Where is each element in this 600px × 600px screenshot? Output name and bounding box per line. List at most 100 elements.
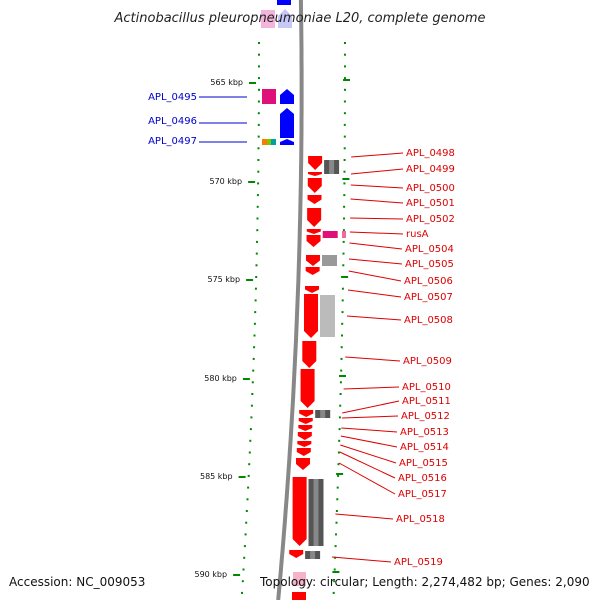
map-title: Actinobacillus pleuropneumoniae L20, com… (114, 11, 486, 26)
tick-dot (335, 533, 337, 536)
tick-dot (247, 486, 250, 489)
tick-dot (342, 252, 345, 255)
tick-dot (258, 65, 260, 68)
tick-dot (254, 287, 257, 290)
kbp-major-tick (342, 178, 350, 180)
reverse-gene-arrow (280, 108, 294, 138)
cog-block-shade (320, 410, 326, 418)
leader-line (339, 451, 396, 479)
gene-label: APL_0499 (406, 164, 455, 175)
tick-dot (342, 229, 345, 232)
gene-label: APL_0504 (405, 244, 454, 255)
forward-gene-arrow (305, 255, 320, 266)
leader-line (349, 231, 404, 235)
tick-dot (337, 474, 340, 477)
tick-dot (257, 123, 260, 126)
cog-block-shade (313, 479, 319, 546)
tick-dot (247, 474, 250, 477)
gene-label: APL_0505 (405, 259, 454, 270)
tick-dot (248, 463, 251, 466)
kbp-major-tick (238, 476, 246, 478)
faded-gene-arrow (278, 9, 292, 28)
tick-dot (340, 346, 343, 349)
kbp-major-tick (332, 571, 340, 573)
tick-dot (338, 416, 341, 419)
tick-dot (241, 580, 244, 583)
leader-line (348, 270, 402, 282)
gene-label: APL_0519 (394, 557, 443, 568)
tick-dot (339, 381, 342, 384)
tick-dot (344, 65, 346, 68)
tick-dot (343, 112, 346, 115)
forward-gene-arrow (298, 425, 313, 431)
tick-dot (252, 357, 255, 360)
tick-dot (256, 240, 258, 243)
tick-dot (343, 194, 346, 197)
cog-block (342, 231, 346, 238)
gene-label: APL_0508 (404, 315, 453, 326)
tick-dot (343, 182, 346, 185)
leader-line (350, 184, 404, 189)
tick-dot (340, 369, 343, 372)
accession-text: Accession: NC_009053 (9, 575, 145, 589)
gene-label: APL_0517 (398, 489, 447, 500)
forward-gene-arrow (297, 432, 312, 440)
faded-gene-arrow (293, 572, 306, 586)
kbp-label: 575 kbp (207, 275, 240, 284)
tick-dot (241, 591, 243, 594)
forward-gene-arrow (296, 448, 311, 456)
leader-line (341, 415, 399, 419)
tick-dot (251, 393, 254, 395)
tick-dot (253, 346, 256, 349)
gene-label: APL_0506 (404, 276, 453, 287)
tick-dot (338, 439, 341, 442)
gene-label: APL_0510 (402, 382, 451, 393)
kbp-major-tick (246, 279, 254, 281)
tick-dot (332, 591, 335, 594)
forward-gene-arrow (299, 410, 314, 417)
tick-dot (334, 556, 337, 559)
tick-dot (341, 311, 344, 314)
kbp-label: 580 kbp (204, 374, 237, 383)
leader-line (341, 427, 398, 433)
gene-label: APL_0498 (406, 148, 455, 159)
tick-dot (250, 404, 253, 407)
label-leader-lines (199, 96, 404, 563)
gene-label: APL_0496 (148, 116, 197, 127)
kbp-label: 590 kbp (194, 570, 227, 579)
tick-dot (257, 182, 260, 185)
tick-dot (257, 100, 260, 103)
forward-gene-arrow (297, 441, 312, 447)
kbp-major-tick (336, 473, 344, 475)
kbp-major-tick (233, 574, 241, 576)
tick-dot (343, 217, 345, 220)
tick-dot (343, 147, 346, 150)
gene-label: APL_0500 (406, 183, 455, 194)
tick-dot (245, 521, 248, 524)
forward-gene-arrow (306, 235, 321, 247)
gene-label: APL_0502 (406, 214, 455, 225)
tick-dot (335, 510, 338, 512)
forward-gene-arrow (308, 156, 323, 170)
tick-dot (333, 580, 336, 583)
tick-dot (337, 463, 340, 466)
gene-label: APL_0509 (403, 356, 452, 367)
cog-block-shade (310, 551, 316, 559)
gene-label: APL_0512 (401, 411, 450, 422)
gene-label: APL_0513 (400, 427, 449, 438)
tick-dot (258, 53, 260, 56)
gene-label: APL_0497 (148, 136, 197, 147)
tick-dot (256, 205, 259, 208)
backbone-curve (276, 0, 304, 600)
cog-block (262, 89, 276, 104)
tick-dot (249, 428, 252, 431)
tick-dot (258, 88, 260, 91)
cog-block (322, 231, 338, 238)
tick-dot (336, 498, 339, 501)
gene-label: APL_0501 (406, 198, 455, 209)
forward-gene-arrow (305, 286, 320, 293)
tick-dot (256, 194, 259, 197)
gene-label: rusA (406, 229, 429, 240)
reverse-gene-arrow (280, 139, 294, 145)
reverse-gene-arrow (277, 0, 291, 5)
